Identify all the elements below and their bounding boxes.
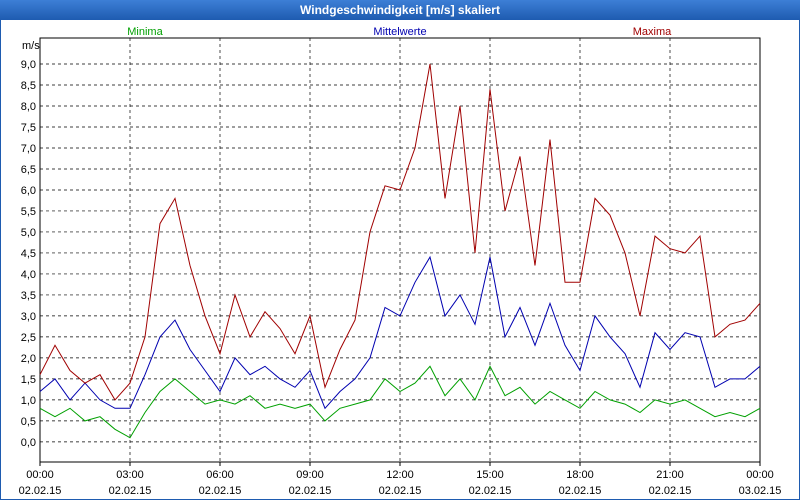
- chart-title: Windgeschwindigkeit [m/s] skaliert: [300, 3, 500, 17]
- y-tick-label: 6,0: [21, 185, 36, 197]
- x-tick-label: 09:00 02.02.15: [289, 469, 332, 497]
- y-tick-label: 8,0: [21, 101, 36, 113]
- x-tick-label: 00:00 03.02.15: [739, 469, 782, 497]
- x-tick-label: 12:00 02.02.15: [379, 469, 422, 497]
- y-tick-label: 2,5: [21, 332, 36, 344]
- legend-entry: Mittelwerte: [373, 26, 426, 38]
- x-tick-label: 15:00 02.02.15: [469, 469, 512, 497]
- legend-entry: Maxima: [633, 26, 672, 38]
- x-tick-label: 21:00 02.02.15: [649, 469, 692, 497]
- y-tick-label: 0,0: [21, 437, 36, 449]
- y-tick-label: 3,0: [21, 311, 36, 323]
- series-line: [39, 63, 761, 401]
- series-line: [39, 255, 761, 410]
- x-tick-label: 06:00 02.02.15: [199, 469, 242, 497]
- y-tick-label: 9,0: [21, 59, 36, 71]
- x-tick-label: 00:00 02.02.15: [19, 469, 62, 497]
- x-tick-label: 18:00 02.02.15: [559, 469, 602, 497]
- y-tick-label: 6,5: [21, 164, 36, 176]
- y-tick-label: 3,5: [21, 290, 36, 302]
- y-tick-label: 4,0: [21, 269, 36, 281]
- y-tick-label: 5,5: [21, 206, 36, 218]
- y-tick-label: 4,5: [21, 248, 36, 260]
- y-tick-label: 5,0: [21, 227, 36, 239]
- y-tick-label: 7,5: [21, 122, 36, 134]
- y-tick-label: 0,5: [21, 416, 36, 428]
- legend-entry: Minima: [127, 26, 163, 38]
- y-tick-label: 1,0: [21, 395, 36, 407]
- y-tick-label: 1,5: [21, 374, 36, 386]
- y-tick-label: 2,0: [21, 353, 36, 365]
- y-axis-label: m/s: [22, 40, 40, 52]
- y-tick-label: 7,0: [21, 143, 36, 155]
- y-tick-label: 8,5: [21, 80, 36, 92]
- title-bar: [0, 0, 800, 20]
- series-line: [39, 365, 761, 439]
- x-tick-label: 03:00 02.02.15: [109, 469, 152, 497]
